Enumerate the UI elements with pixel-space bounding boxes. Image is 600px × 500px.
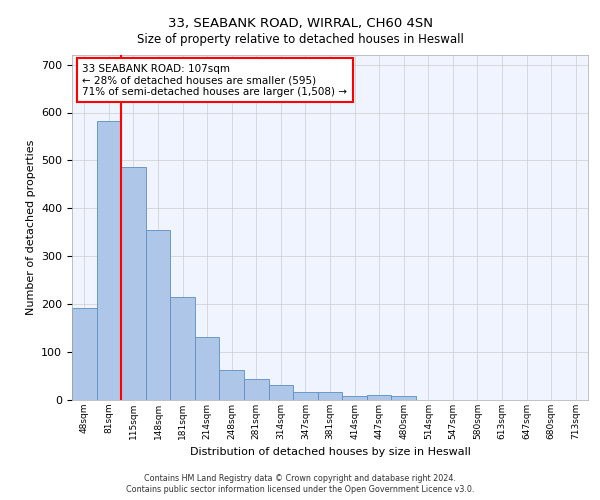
Text: Size of property relative to detached houses in Heswall: Size of property relative to detached ho… [137,32,463,46]
Bar [220,370,244,400]
Bar [146,230,170,400]
Y-axis label: Number of detached properties: Number of detached properties [26,140,35,315]
Bar [195,337,220,400]
Bar [72,308,97,400]
Bar [121,166,146,400]
Bar [293,392,318,400]
Bar [97,120,121,400]
Text: 33, SEABANK ROAD, WIRRAL, CH60 4SN: 33, SEABANK ROAD, WIRRAL, CH60 4SN [167,18,433,30]
Bar [170,296,195,400]
Bar [342,396,367,400]
Bar [269,385,293,400]
Text: 33 SEABANK ROAD: 107sqm
← 28% of detached houses are smaller (595)
71% of semi-d: 33 SEABANK ROAD: 107sqm ← 28% of detache… [82,64,347,97]
Bar [318,392,342,400]
Bar [367,395,391,400]
Text: Contains HM Land Registry data © Crown copyright and database right 2024.
Contai: Contains HM Land Registry data © Crown c… [126,474,474,494]
X-axis label: Distribution of detached houses by size in Heswall: Distribution of detached houses by size … [190,448,470,458]
Bar [391,396,416,400]
Bar [244,379,269,400]
